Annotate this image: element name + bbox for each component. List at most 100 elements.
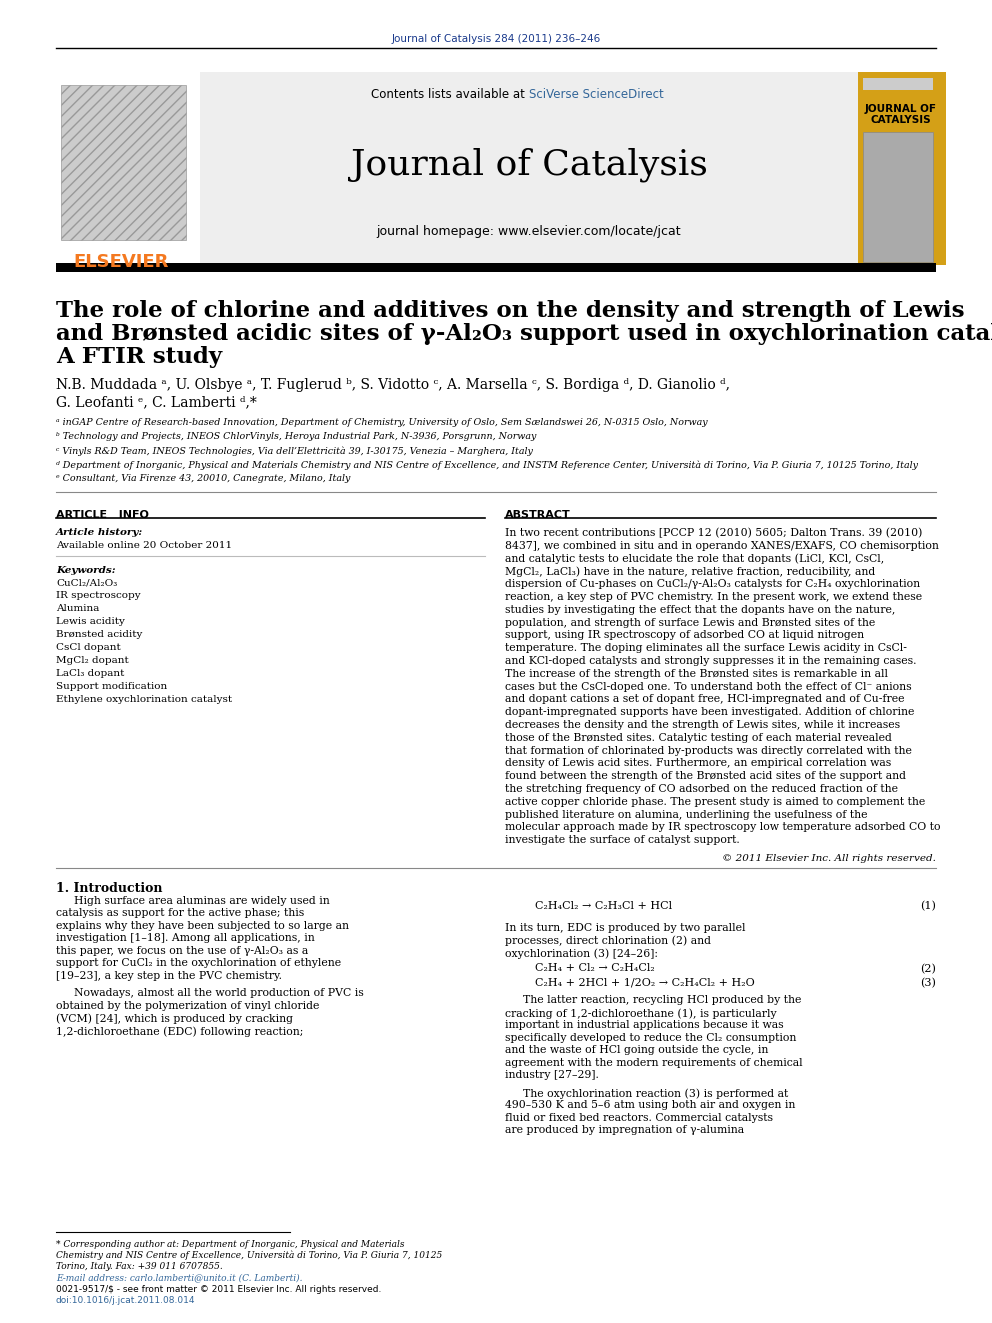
Text: Article history:: Article history: bbox=[56, 528, 143, 537]
Text: ᵈ Department of Inorganic, Physical and Materials Chemistry and NIS Centre of Ex: ᵈ Department of Inorganic, Physical and … bbox=[56, 460, 918, 470]
Text: 1. Introduction: 1. Introduction bbox=[56, 882, 163, 894]
Text: ᵃ inGAP Centre of Research-based Innovation, Department of Chemistry, University: ᵃ inGAP Centre of Research-based Innovat… bbox=[56, 418, 707, 427]
Bar bbox=[56, 71, 200, 265]
Text: those of the Brønsted sites. Catalytic testing of each material revealed: those of the Brønsted sites. Catalytic t… bbox=[505, 733, 892, 742]
Text: the stretching frequency of CO adsorbed on the reduced fraction of the: the stretching frequency of CO adsorbed … bbox=[505, 785, 898, 794]
Text: (2): (2) bbox=[921, 963, 936, 974]
Text: ᵇ Technology and Projects, INEOS ChlorVinyls, Heroya Industrial Park, N-3936, Po: ᵇ Technology and Projects, INEOS ChlorVi… bbox=[56, 433, 537, 441]
Text: density of Lewis acid sites. Furthermore, an empirical correlation was: density of Lewis acid sites. Furthermore… bbox=[505, 758, 891, 769]
Text: E-mail address: carlo.lamberti@unito.it (C. Lamberti).: E-mail address: carlo.lamberti@unito.it … bbox=[56, 1273, 303, 1282]
Text: Journal of Catalysis 284 (2011) 236–246: Journal of Catalysis 284 (2011) 236–246 bbox=[392, 34, 600, 44]
Text: SciVerse ScienceDirect: SciVerse ScienceDirect bbox=[529, 89, 664, 101]
Text: found between the strength of the Brønsted acid sites of the support and: found between the strength of the Brønst… bbox=[505, 771, 906, 781]
Text: 8437], we combined in situ and in operando XANES/EXAFS, CO chemisorption: 8437], we combined in situ and in operan… bbox=[505, 541, 938, 550]
Text: Ethylene oxychlorination catalyst: Ethylene oxychlorination catalyst bbox=[56, 695, 232, 704]
Text: Alumina: Alumina bbox=[56, 605, 99, 613]
Text: IR spectroscopy: IR spectroscopy bbox=[56, 591, 141, 601]
Text: studies by investigating the effect that the dopants have on the nature,: studies by investigating the effect that… bbox=[505, 605, 896, 615]
Text: explains why they have been subjected to so large an: explains why they have been subjected to… bbox=[56, 921, 349, 931]
Text: Nowadays, almost all the world production of PVC is: Nowadays, almost all the world productio… bbox=[74, 988, 364, 999]
Text: Keywords:: Keywords: bbox=[56, 566, 116, 576]
Text: 490–530 K and 5–6 atm using both air and oxygen in: 490–530 K and 5–6 atm using both air and… bbox=[505, 1101, 796, 1110]
Text: Journal of Catalysis: Journal of Catalysis bbox=[350, 148, 707, 183]
Bar bbox=[56, 263, 936, 273]
Text: JOURNAL OF: JOURNAL OF bbox=[865, 105, 937, 114]
Text: dispersion of Cu-phases on CuCl₂/γ-Al₂O₃ catalysts for C₂H₄ oxychlorination: dispersion of Cu-phases on CuCl₂/γ-Al₂O₃… bbox=[505, 579, 921, 589]
Text: specifically developed to reduce the Cl₂ consumption: specifically developed to reduce the Cl₂… bbox=[505, 1033, 797, 1043]
Text: and catalytic tests to elucidate the role that dopants (LiCl, KCl, CsCl,: and catalytic tests to elucidate the rol… bbox=[505, 553, 884, 564]
Text: In two recent contributions [PCCP 12 (2010) 5605; Dalton Trans. 39 (2010): In two recent contributions [PCCP 12 (20… bbox=[505, 528, 923, 538]
Text: published literature on alumina, underlining the usefulness of the: published literature on alumina, underli… bbox=[505, 810, 867, 820]
Text: cracking of 1,2-dichloroethane (1), is particularly: cracking of 1,2-dichloroethane (1), is p… bbox=[505, 1008, 777, 1019]
Text: and dopant cations a set of dopant free, HCl-impregnated and of Cu-free: and dopant cations a set of dopant free,… bbox=[505, 695, 905, 704]
Text: this paper, we focus on the use of γ-Al₂O₃ as a: this paper, we focus on the use of γ-Al₂… bbox=[56, 946, 309, 957]
Text: A FTIR study: A FTIR study bbox=[56, 347, 222, 368]
Text: industry [27–29].: industry [27–29]. bbox=[505, 1070, 599, 1081]
Text: and KCl-doped catalysts and strongly suppresses it in the remaining cases.: and KCl-doped catalysts and strongly sup… bbox=[505, 656, 917, 665]
Text: Chemistry and NIS Centre of Excellence, Università di Torino, Via P. Giuria 7, 1: Chemistry and NIS Centre of Excellence, … bbox=[56, 1252, 442, 1261]
Text: Torino, Italy. Fax: +39 011 6707855.: Torino, Italy. Fax: +39 011 6707855. bbox=[56, 1262, 223, 1271]
Text: obtained by the polymerization of vinyl chloride: obtained by the polymerization of vinyl … bbox=[56, 1002, 319, 1011]
Text: catalysis as support for the active phase; this: catalysis as support for the active phas… bbox=[56, 909, 305, 918]
Text: C₂H₄ + 2HCl + 1/2O₂ → C₂H₄Cl₂ + H₂O: C₂H₄ + 2HCl + 1/2O₂ → C₂H₄Cl₂ + H₂O bbox=[535, 978, 755, 988]
Text: MgCl₂, LaCl₃) have in the nature, relative fraction, reducibility, and: MgCl₂, LaCl₃) have in the nature, relati… bbox=[505, 566, 875, 577]
Text: reaction, a key step of PVC chemistry. In the present work, we extend these: reaction, a key step of PVC chemistry. I… bbox=[505, 591, 923, 602]
Text: oxychlorination (3) [24–26]:: oxychlorination (3) [24–26]: bbox=[505, 949, 658, 959]
Text: investigation [1–18]. Among all applications, in: investigation [1–18]. Among all applicat… bbox=[56, 934, 314, 943]
Text: molecular approach made by IR spectroscopy low temperature adsorbed CO to: molecular approach made by IR spectrosco… bbox=[505, 823, 940, 832]
Text: agreement with the modern requirements of chemical: agreement with the modern requirements o… bbox=[505, 1058, 803, 1068]
Text: and Brønsted acidic sites of γ-Al₂O₃ support used in oxychlorination catalysis:: and Brønsted acidic sites of γ-Al₂O₃ sup… bbox=[56, 323, 992, 345]
Text: The role of chlorine and additives on the density and strength of Lewis: The role of chlorine and additives on th… bbox=[56, 300, 964, 321]
Bar bbox=[200, 71, 858, 265]
Text: ARTICLE   INFO: ARTICLE INFO bbox=[56, 509, 149, 520]
Text: support, using IR spectroscopy of adsorbed CO at liquid nitrogen: support, using IR spectroscopy of adsorb… bbox=[505, 630, 864, 640]
Text: population, and strength of surface Lewis and Brønsted sites of the: population, and strength of surface Lewi… bbox=[505, 618, 875, 627]
Text: journal homepage: www.elsevier.com/locate/jcat: journal homepage: www.elsevier.com/locat… bbox=[377, 225, 682, 238]
Text: C₂H₄Cl₂ → C₂H₃Cl + HCl: C₂H₄Cl₂ → C₂H₃Cl + HCl bbox=[535, 901, 673, 912]
Text: ELSEVIER: ELSEVIER bbox=[73, 253, 169, 271]
Text: The latter reaction, recycling HCl produced by the: The latter reaction, recycling HCl produ… bbox=[523, 995, 802, 1005]
Text: CsCl dopant: CsCl dopant bbox=[56, 643, 121, 652]
Text: In its turn, EDC is produced by two parallel: In its turn, EDC is produced by two para… bbox=[505, 923, 746, 933]
Text: High surface area aluminas are widely used in: High surface area aluminas are widely us… bbox=[74, 896, 329, 906]
Bar bbox=[61, 85, 186, 239]
Text: support for CuCl₂ in the oxychlorination of ethylene: support for CuCl₂ in the oxychlorination… bbox=[56, 958, 341, 968]
Text: are produced by impregnation of γ-alumina: are produced by impregnation of γ-alumin… bbox=[505, 1126, 744, 1135]
Text: G. Leofanti ᵉ, C. Lamberti ᵈ,*: G. Leofanti ᵉ, C. Lamberti ᵈ,* bbox=[56, 396, 257, 409]
Text: ᵉ Consultant, Via Firenze 43, 20010, Canegrate, Milano, Italy: ᵉ Consultant, Via Firenze 43, 20010, Can… bbox=[56, 474, 350, 483]
Text: processes, direct chlorination (2) and: processes, direct chlorination (2) and bbox=[505, 935, 711, 946]
Text: ᶜ Vinyls R&D Team, INEOS Technologies, Via dell’Elettricità 39, I-30175, Venezia: ᶜ Vinyls R&D Team, INEOS Technologies, V… bbox=[56, 446, 533, 455]
Text: 0021-9517/$ - see front matter © 2011 Elsevier Inc. All rights reserved.: 0021-9517/$ - see front matter © 2011 El… bbox=[56, 1285, 381, 1294]
Text: that formation of chlorinated by-products was directly correlated with the: that formation of chlorinated by-product… bbox=[505, 746, 912, 755]
Text: Support modification: Support modification bbox=[56, 681, 168, 691]
Text: Brønsted acidity: Brønsted acidity bbox=[56, 630, 143, 639]
Text: * Corresponding author at: Department of Inorganic, Physical and Materials: * Corresponding author at: Department of… bbox=[56, 1240, 405, 1249]
Text: active copper chloride phase. The present study is aimed to complement the: active copper chloride phase. The presen… bbox=[505, 796, 926, 807]
Text: fluid or fixed bed reactors. Commercial catalysts: fluid or fixed bed reactors. Commercial … bbox=[505, 1113, 773, 1123]
Bar bbox=[863, 78, 933, 90]
Text: [19–23], a key step in the PVC chemistry.: [19–23], a key step in the PVC chemistry… bbox=[56, 971, 282, 980]
Text: CuCl₂/Al₂O₃: CuCl₂/Al₂O₃ bbox=[56, 578, 117, 587]
Text: Contents lists available at: Contents lists available at bbox=[371, 89, 529, 101]
Text: cases but the CsCl-doped one. To understand both the effect of Cl⁻ anions: cases but the CsCl-doped one. To underst… bbox=[505, 681, 912, 692]
Text: 1,2-dichloroethane (EDC) following reaction;: 1,2-dichloroethane (EDC) following react… bbox=[56, 1027, 304, 1036]
Text: temperature. The doping eliminates all the surface Lewis acidity in CsCl-: temperature. The doping eliminates all t… bbox=[505, 643, 907, 654]
Text: The oxychlorination reaction (3) is performed at: The oxychlorination reaction (3) is perf… bbox=[523, 1088, 789, 1098]
Text: important in industrial applications because it was: important in industrial applications bec… bbox=[505, 1020, 784, 1031]
Text: N.B. Muddada ᵃ, U. Olsbye ᵃ, T. Fuglerud ᵇ, S. Vidotto ᶜ, A. Marsella ᶜ, S. Bord: N.B. Muddada ᵃ, U. Olsbye ᵃ, T. Fuglerud… bbox=[56, 378, 730, 392]
Text: Lewis acidity: Lewis acidity bbox=[56, 617, 125, 626]
Bar bbox=[858, 71, 946, 265]
Text: C₂H₄ + Cl₂ → C₂H₄Cl₂: C₂H₄ + Cl₂ → C₂H₄Cl₂ bbox=[535, 963, 655, 974]
Text: (VCM) [24], which is produced by cracking: (VCM) [24], which is produced by crackin… bbox=[56, 1013, 293, 1024]
Text: © 2011 Elsevier Inc. All rights reserved.: © 2011 Elsevier Inc. All rights reserved… bbox=[722, 855, 936, 863]
Bar bbox=[863, 132, 933, 262]
Text: (1): (1) bbox=[921, 901, 936, 912]
Text: dopant-impregnated supports have been investigated. Addition of chlorine: dopant-impregnated supports have been in… bbox=[505, 708, 915, 717]
Text: ABSTRACT: ABSTRACT bbox=[505, 509, 570, 520]
Text: doi:10.1016/j.jcat.2011.08.014: doi:10.1016/j.jcat.2011.08.014 bbox=[56, 1297, 195, 1304]
Text: (3): (3) bbox=[921, 978, 936, 988]
Text: investigate the surface of catalyst support.: investigate the surface of catalyst supp… bbox=[505, 835, 740, 845]
Text: CATALYSIS: CATALYSIS bbox=[871, 115, 931, 124]
Text: LaCl₃ dopant: LaCl₃ dopant bbox=[56, 669, 124, 677]
Text: MgCl₂ dopant: MgCl₂ dopant bbox=[56, 656, 129, 665]
